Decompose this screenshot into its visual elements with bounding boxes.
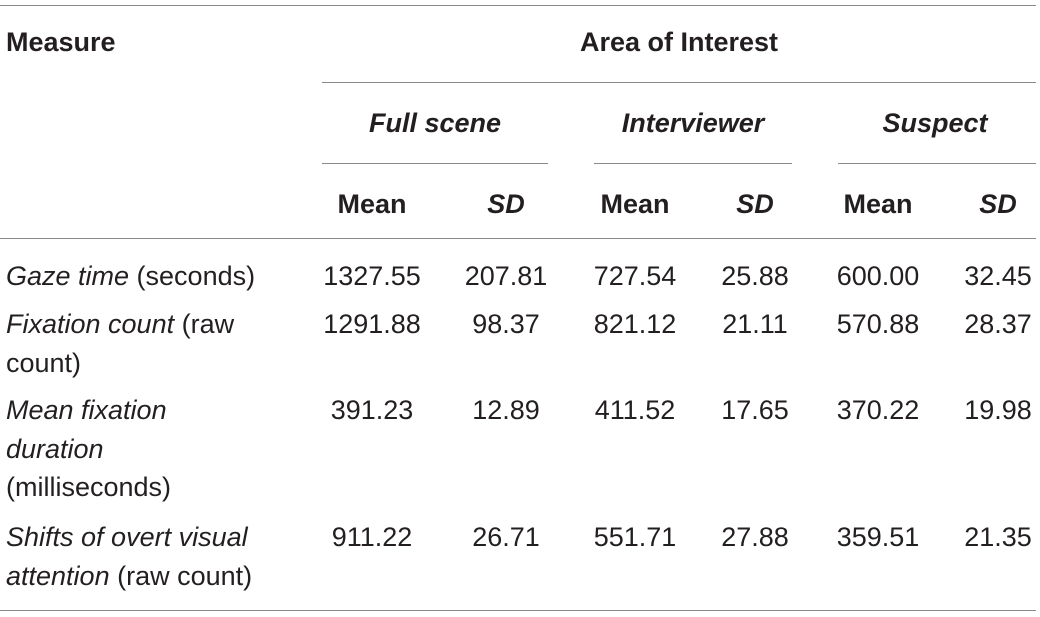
table-cell: 911.22 [331, 522, 413, 552]
table-cell: 26.71 [472, 522, 540, 552]
table-cell: 28.37 [964, 309, 1032, 339]
full-scene-mean-header: Mean [337, 189, 407, 219]
row-label-unit: (milliseconds) [6, 472, 172, 502]
table-cell: 391.23 [330, 395, 414, 425]
suspect-header: Suspect [882, 108, 988, 138]
row-label-unit: (raw count) [6, 309, 235, 378]
table-cell: 27.88 [721, 522, 789, 552]
table-cell: 570.88 [836, 309, 920, 339]
table-cell: 821.12 [593, 309, 677, 339]
area-of-interest-header: Area of Interest [579, 27, 779, 57]
row-label-unit: (raw count) [109, 560, 253, 591]
table-cell: 17.65 [721, 395, 789, 425]
table-cell: 19.98 [964, 395, 1032, 425]
table-cell: 21.35 [964, 522, 1032, 552]
row-label-italic: Fixation count [6, 309, 175, 339]
table-cell: 207.81 [464, 261, 548, 291]
table-cell: 1327.55 [323, 261, 421, 291]
table-cell: 1291.88 [323, 309, 421, 339]
table-cell: 551.71 [593, 522, 677, 552]
table-cell: 359.51 [836, 522, 920, 552]
table-cell: 12.89 [472, 395, 540, 425]
table-cell: 25.88 [721, 261, 789, 291]
suspect-underline [838, 163, 1036, 164]
interviewer-header: Interviewer [621, 108, 765, 138]
top-rule [0, 5, 1036, 6]
header-bottom-rule [0, 238, 1036, 239]
row-label-italic: Gaze time [6, 261, 130, 291]
table-cell: 32.45 [964, 261, 1032, 291]
interviewer-mean-header: Mean [600, 189, 670, 219]
table-cell: 21.11 [722, 309, 788, 339]
suspect-sd-header: SD [979, 189, 1017, 219]
row-label-fixation-count: Fixation count (raw count) [6, 305, 271, 382]
row-label-mean-fixation-duration: Mean fixation duration (milliseconds) [6, 391, 206, 507]
table-cell: 411.52 [594, 395, 676, 425]
measure-header: Measure [6, 27, 116, 57]
table-cell: 370.22 [836, 395, 920, 425]
interviewer-underline [594, 163, 792, 164]
interviewer-sd-header: SD [736, 189, 774, 219]
row-label-italic: Mean fixation duration [6, 395, 167, 464]
bottom-rule [0, 610, 1036, 611]
full-scene-header: Full scene [368, 108, 502, 138]
table-cell: 600.00 [836, 261, 920, 291]
row-label-gaze-time: Gaze time (seconds) [6, 257, 306, 296]
row-label-italic: Shifts of overt visual attention [6, 522, 248, 591]
table-cell: 98.37 [472, 309, 540, 339]
row-label-shifts-of-overt-visual-attention: Shifts of overt visual attention (raw co… [6, 518, 296, 595]
table-cell: 727.54 [593, 261, 677, 291]
full-scene-underline [322, 163, 548, 164]
area-of-interest-underline [322, 82, 1036, 83]
full-scene-sd-header: SD [487, 189, 525, 219]
row-label-unit: (seconds) [129, 261, 256, 291]
suspect-mean-header: Mean [843, 189, 913, 219]
